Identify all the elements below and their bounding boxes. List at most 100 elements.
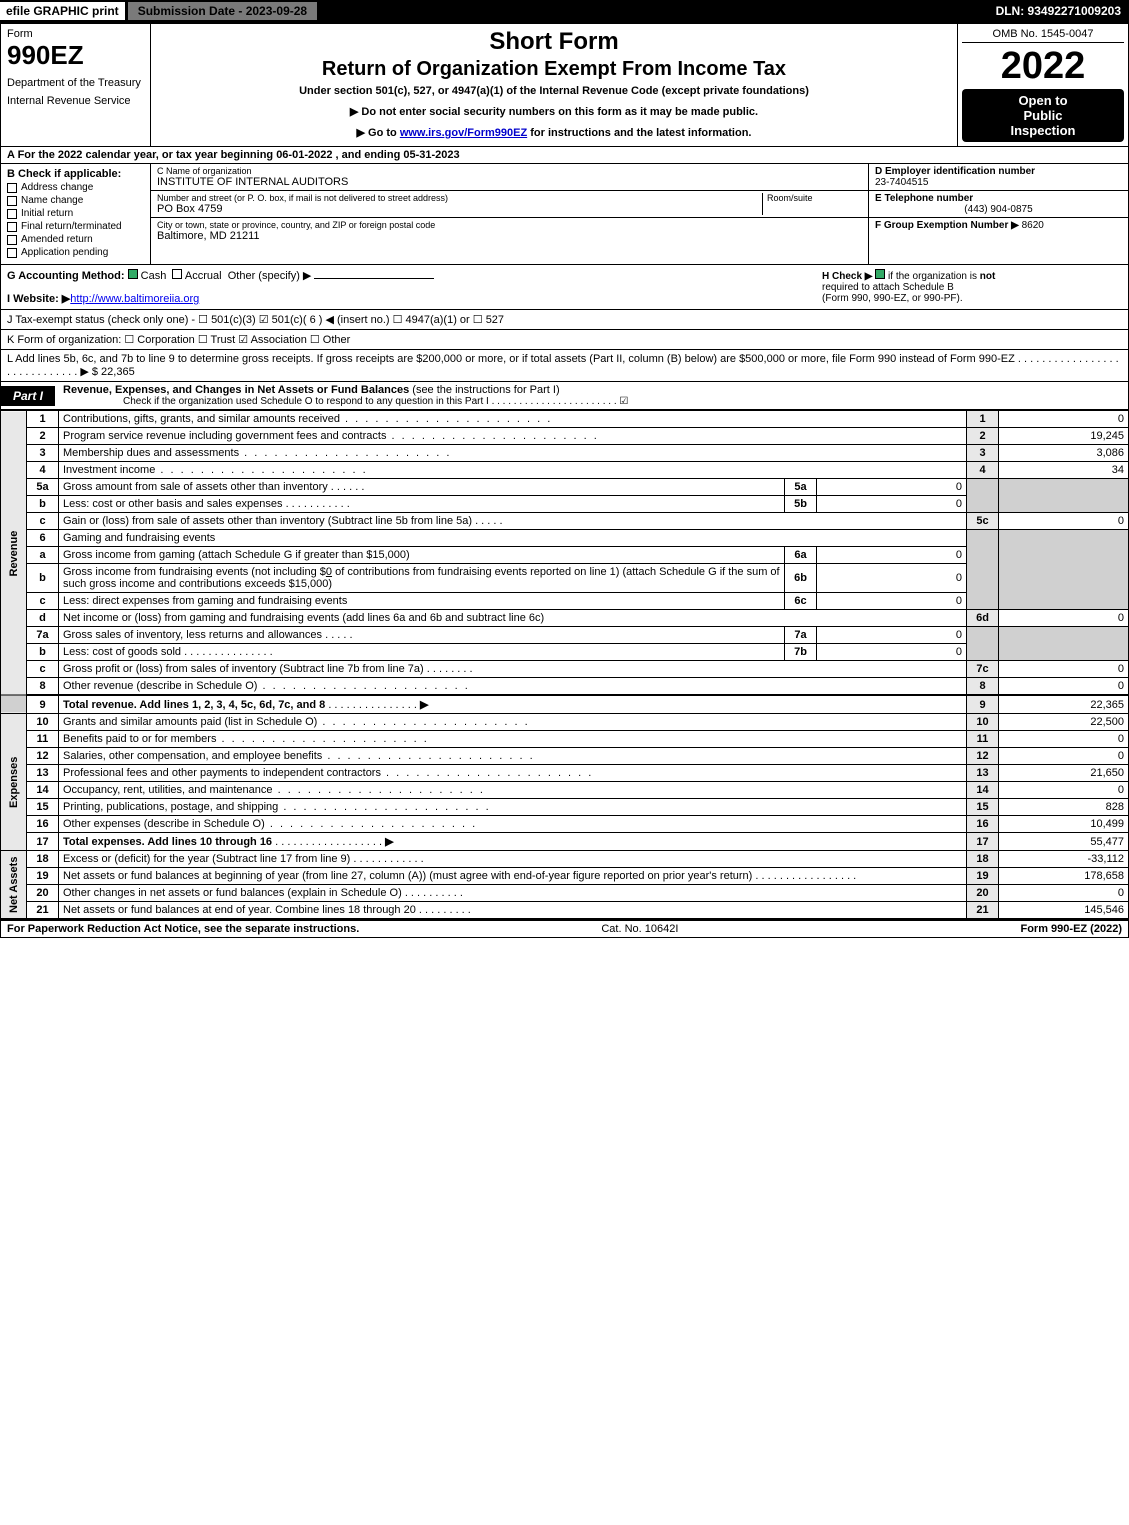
phone-label: E Telephone number	[875, 193, 1122, 204]
checkbox-icon[interactable]	[7, 222, 17, 232]
catalog-number: Cat. No. 10642I	[601, 923, 678, 935]
table-row: Net Assets 18 Excess or (deficit) for th…	[1, 851, 1129, 868]
instr2-prefix: ▶ Go to	[357, 127, 400, 139]
b-title: B Check if applicable:	[7, 168, 144, 180]
street-value: PO Box 4759	[157, 203, 762, 215]
top-bar: efile GRAPHIC print Submission Date - 20…	[0, 0, 1129, 22]
checkbox-icon[interactable]	[7, 196, 17, 206]
checkbox-icon[interactable]	[7, 235, 17, 245]
section-gh: G Accounting Method: Cash Accrual Other …	[0, 265, 1129, 310]
city-row: City or town, state or province, country…	[151, 218, 868, 244]
table-row: 19 Net assets or fund balances at beginn…	[1, 868, 1129, 885]
org-name-value: INSTITUTE OF INTERNAL AUDITORS	[157, 176, 862, 188]
part1-header: Part I Revenue, Expenses, and Changes in…	[0, 382, 1129, 410]
paperwork-notice: For Paperwork Reduction Act Notice, see …	[7, 923, 359, 935]
part1-table: Revenue 1 Contributions, gifts, grants, …	[0, 410, 1129, 919]
row-a-period: A For the 2022 calendar year, or tax yea…	[0, 147, 1129, 164]
checkbox-h-icon[interactable]	[875, 269, 885, 279]
table-row: 3 Membership dues and assessments 3 3,08…	[1, 445, 1129, 462]
return-title: Return of Organization Exempt From Incom…	[161, 58, 947, 81]
g-cash: Cash	[141, 270, 167, 282]
section-c: C Name of organization INSTITUTE OF INTE…	[151, 164, 868, 264]
instruction-1: ▶ Do not enter social security numbers o…	[161, 105, 947, 118]
city-label: City or town, state or province, country…	[157, 220, 862, 230]
table-row: 20 Other changes in net assets or fund b…	[1, 885, 1129, 902]
header-left: Form 990EZ Department of the Treasury In…	[1, 24, 151, 146]
h-label: H Check ▶	[822, 271, 872, 282]
efile-label[interactable]: efile GRAPHIC print	[0, 2, 125, 20]
form-word: Form	[7, 28, 144, 40]
inspection-line3: Inspection	[964, 123, 1122, 138]
revenue-side-label: Revenue	[1, 411, 27, 696]
checkbox-accrual-icon[interactable]	[172, 269, 182, 279]
header-center: Short Form Return of Organization Exempt…	[151, 24, 958, 146]
g-other: Other (specify) ▶	[228, 270, 312, 282]
chk-initial-return[interactable]: Initial return	[7, 208, 144, 219]
checkbox-icon[interactable]	[7, 183, 17, 193]
table-row: 2 Program service revenue including gove…	[1, 428, 1129, 445]
instr2-suffix: for instructions and the latest informat…	[527, 127, 751, 139]
dept-treasury: Department of the Treasury	[7, 77, 144, 89]
table-row: 11 Benefits paid to or for members 11 0	[1, 731, 1129, 748]
amt-label: 1	[967, 411, 999, 428]
h-text1: if the organization is	[888, 271, 980, 282]
section-b: B Check if applicable: Address change Na…	[1, 164, 151, 264]
ein-label: D Employer identification number	[875, 166, 1122, 177]
checkbox-icon[interactable]	[7, 248, 17, 258]
section-k: K Form of organization: ☐ Corporation ☐ …	[0, 330, 1129, 350]
chk-final-return[interactable]: Final return/terminated	[7, 221, 144, 232]
section-def: D Employer identification number 23-7404…	[868, 164, 1128, 264]
chk-application-pending[interactable]: Application pending	[7, 247, 144, 258]
l-text: L Add lines 5b, 6c, and 7b to line 9 to …	[7, 353, 1119, 378]
form-number: 990EZ	[7, 40, 144, 71]
expenses-side-label: Expenses	[1, 714, 27, 851]
section-j: J Tax-exempt status (check only one) - ☐…	[0, 310, 1129, 330]
street-row: Number and street (or P. O. box, if mail…	[151, 191, 868, 218]
ein-row: D Employer identification number 23-7404…	[869, 164, 1128, 191]
table-row: 4 Investment income 4 34	[1, 462, 1129, 479]
inspection-badge: Open to Public Inspection	[962, 89, 1124, 142]
phone-row: E Telephone number (443) 904-0875	[869, 191, 1128, 218]
table-row: 15 Printing, publications, postage, and …	[1, 799, 1129, 816]
checkbox-cash-icon[interactable]	[128, 269, 138, 279]
phone-value: (443) 904-0875	[875, 204, 1122, 215]
header-right: OMB No. 1545-0047 2022 Open to Public In…	[958, 24, 1128, 146]
chk-name-change[interactable]: Name change	[7, 195, 144, 206]
amt-value: 0	[999, 411, 1129, 428]
irs-link[interactable]: www.irs.gov/Form990EZ	[400, 127, 527, 139]
table-row: 7a Gross sales of inventory, less return…	[1, 627, 1129, 644]
h-not: not	[980, 271, 996, 282]
i-label: I Website: ▶	[7, 293, 70, 305]
arrow-icon: ▶	[420, 699, 428, 711]
table-row: b Less: cost or other basis and sales ex…	[1, 496, 1129, 513]
section-g: G Accounting Method: Cash Accrual Other …	[7, 269, 822, 305]
line-desc: Contributions, gifts, grants, and simila…	[59, 411, 967, 428]
header-subtitle: Under section 501(c), 527, or 4947(a)(1)…	[161, 85, 947, 97]
form-header: Form 990EZ Department of the Treasury In…	[0, 22, 1129, 147]
group-value: 8620	[1022, 220, 1044, 231]
form-reference: Form 990-EZ (2022)	[1020, 923, 1122, 935]
website-link[interactable]: http://www.baltimoreiia.org	[70, 293, 199, 305]
table-row: 16 Other expenses (describe in Schedule …	[1, 816, 1129, 833]
arrow-icon: ▶	[385, 836, 393, 848]
checkbox-icon[interactable]	[7, 209, 17, 219]
table-row: 6 Gaming and fundraising events	[1, 530, 1129, 547]
footer: For Paperwork Reduction Act Notice, see …	[0, 919, 1129, 938]
chk-amended-return[interactable]: Amended return	[7, 234, 144, 245]
section-h: H Check ▶ if the organization is not req…	[822, 269, 1122, 305]
table-row: b Gross income from fundraising events (…	[1, 564, 1129, 593]
section-bcdef: B Check if applicable: Address change Na…	[0, 164, 1129, 265]
part1-title: Revenue, Expenses, and Changes in Net As…	[55, 382, 1128, 409]
chk-address-change[interactable]: Address change	[7, 182, 144, 193]
dept-irs: Internal Revenue Service	[7, 95, 144, 107]
table-row: 17 Total expenses. Add lines 10 through …	[1, 833, 1129, 851]
table-row: c Gain or (loss) from sale of assets oth…	[1, 513, 1129, 530]
tax-year: 2022	[962, 47, 1124, 85]
org-name-row: C Name of organization INSTITUTE OF INTE…	[151, 164, 868, 191]
part1-subtitle: Check if the organization used Schedule …	[63, 396, 1120, 407]
city-value: Baltimore, MD 21211	[157, 230, 862, 242]
dln: DLN: 93492271009203	[996, 4, 1129, 18]
l-amount: 22,365	[101, 366, 135, 378]
table-row: c Gross profit or (loss) from sales of i…	[1, 661, 1129, 678]
submission-date: Submission Date - 2023-09-28	[127, 1, 318, 21]
